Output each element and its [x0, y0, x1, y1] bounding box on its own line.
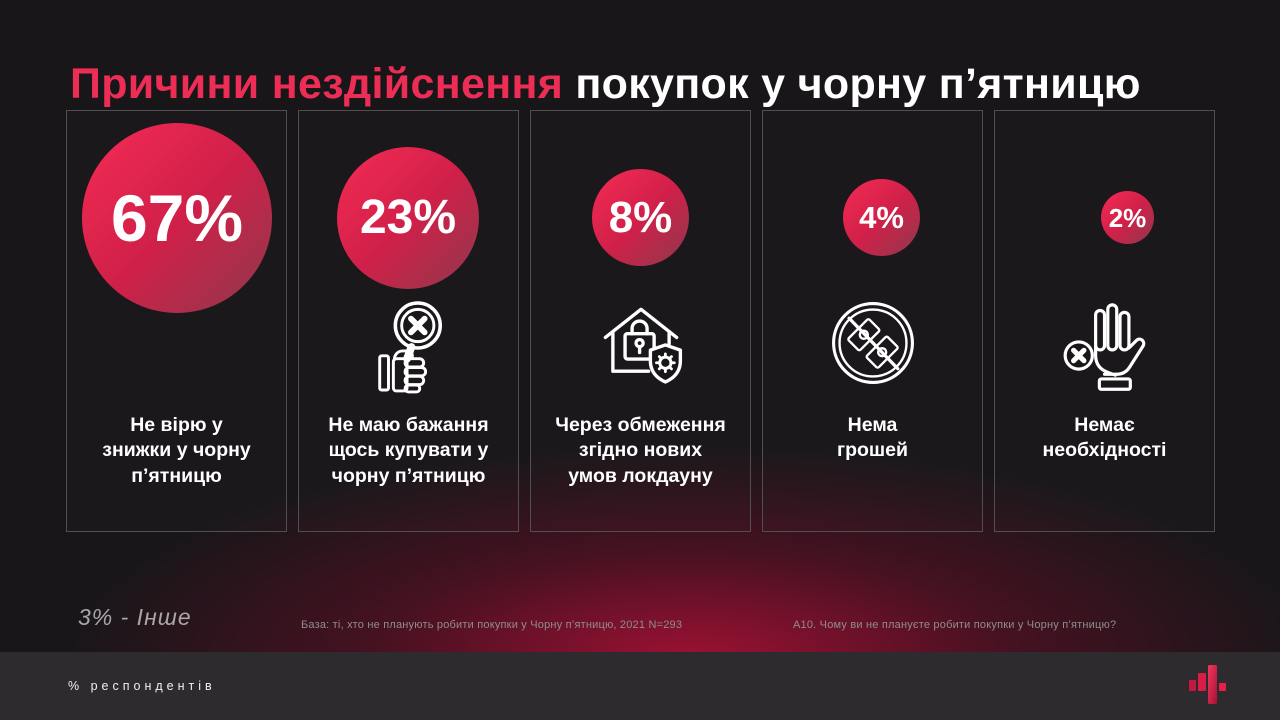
icon-box	[299, 299, 518, 395]
bar-chart-logo-icon	[1189, 665, 1227, 705]
cards-row: 67% Не вірю у знижки у чорну п’ятницю 23…	[66, 110, 1215, 532]
percent-bubble: 8%	[592, 169, 689, 266]
percent-bubble: 23%	[337, 147, 479, 289]
percent-value: 67%	[110, 181, 244, 255]
percent-bubble: 67%	[82, 123, 272, 313]
percent-value: 8%	[608, 192, 673, 242]
title-highlight: Причини нездійснення	[70, 59, 564, 108]
icon-box	[995, 299, 1214, 397]
other-note: 3% - Інше	[78, 604, 192, 630]
icon-box	[531, 299, 750, 389]
page-title: Причини нездійснення покупок у чорну п’я…	[70, 60, 1141, 109]
reason-card-2: 23%	[298, 110, 519, 532]
reason-card-1: 67% Не вірю у знижки у чорну п’ятницю	[66, 110, 287, 532]
thumb-magnifier-x-icon	[377, 301, 442, 394]
reason-card-5: 2% Немає необхідності	[994, 110, 1215, 532]
icon-box	[763, 299, 982, 387]
percent-bubble: 4%	[843, 179, 920, 256]
no-need-hand-icon	[1063, 303, 1145, 391]
footer-bar: % респондентів	[0, 652, 1280, 720]
reason-label: Не маю бажання щось купувати у чорну п’я…	[328, 414, 489, 487]
reason-label: Немає необхідності	[1042, 414, 1167, 462]
respondents-unit-label: % респондентів	[68, 679, 216, 693]
reason-card-4: 4% Нема грошей	[762, 110, 983, 532]
reason-label: Через обмеження згідно нових умов локдау…	[555, 414, 726, 487]
percent-value: 23%	[359, 191, 457, 244]
title-rest: покупок у чорну п’ятницю	[563, 59, 1141, 108]
reason-label: Не вірю у знижки у чорну п’ятницю	[102, 414, 251, 487]
question-footnote: A10. Чому ви не плануєте робити покупки …	[793, 619, 1117, 631]
reason-card-3: 8% Через о	[530, 110, 751, 532]
percent-value: 2%	[1108, 202, 1147, 233]
percent-bubble: 2%	[1101, 191, 1154, 244]
reason-label: Нема грошей	[836, 414, 909, 462]
base-footnote: База: ті, хто не планують робити покупки…	[301, 619, 683, 631]
house-lockdown-shield-icon	[603, 307, 682, 384]
percent-value: 4%	[859, 200, 904, 235]
no-money-icon	[831, 302, 914, 384]
